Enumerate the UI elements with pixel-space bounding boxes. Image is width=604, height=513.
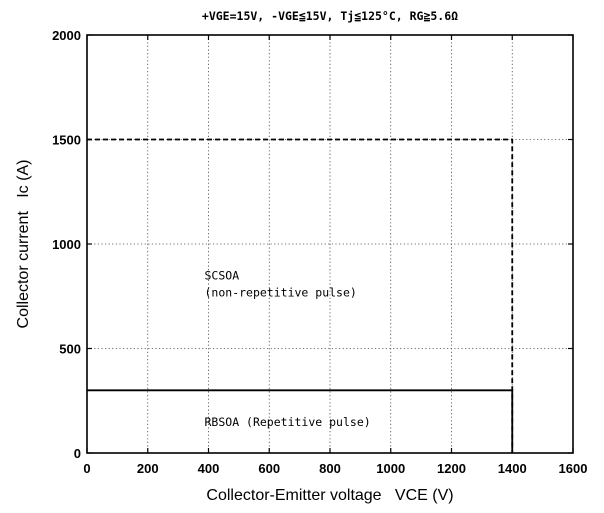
x-tick-label: 400 — [198, 461, 220, 476]
x-tick-label: 1200 — [437, 461, 466, 476]
y-tick-label: 1500 — [52, 133, 81, 148]
plot-frame — [86, 34, 574, 454]
x-tick-label: 200 — [137, 461, 159, 476]
x-tick-label: 1400 — [498, 461, 527, 476]
annotation-0-line-0: SCSOA — [205, 269, 240, 283]
chart-title: +VGE=15V, -VGE≦15V, Tj≦125°C, RG≧5.6Ω — [202, 9, 458, 23]
series-line-scsoa — [87, 138, 514, 453]
y-tick-label: 500 — [59, 342, 81, 357]
y-axis-title: Collector current Ic (A) — [15, 160, 32, 329]
x-tick-label: 1600 — [559, 461, 588, 476]
series — [87, 138, 514, 453]
x-tick-label: 1000 — [376, 461, 405, 476]
y-tick-label: 1000 — [52, 237, 81, 252]
x-tick-label: 600 — [258, 461, 280, 476]
x-tick-label: 0 — [83, 461, 90, 476]
x-tick-label: 800 — [319, 461, 341, 476]
annotation-1-line-0: RBSOA (Repetitive pulse) — [205, 415, 371, 429]
series-line-rbsoa — [87, 389, 514, 453]
y-tick-label: 2000 — [52, 28, 81, 43]
annotation-0-line-1: (non-repetitive pulse) — [205, 286, 357, 300]
tick-labels: 0 200 400 600 800 1000 1200 1400 1600 0 500 1000 150… — [52, 28, 587, 476]
y-tick-label: 0 — [74, 446, 81, 461]
x-axis-title: Collector-Emitter voltage VCE (V) — [206, 487, 453, 504]
annotations: SCSOA (non-repetitive pulse) RBSOA (Repeti… — [205, 269, 371, 429]
